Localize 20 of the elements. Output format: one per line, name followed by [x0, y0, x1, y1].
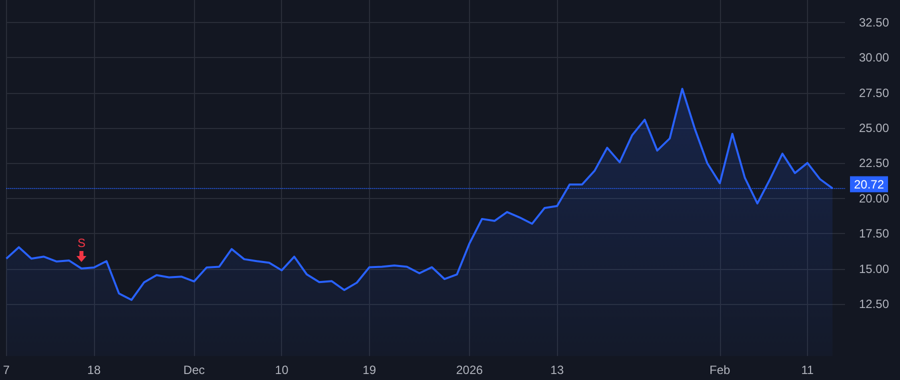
x-tick-label: Dec	[183, 363, 205, 377]
y-tick-label: 15.00	[859, 262, 890, 276]
y-tick-label: 25.00	[859, 121, 890, 136]
x-tick-label: 7	[2, 363, 10, 377]
y-tick-label: 27.50	[859, 86, 890, 100]
y-tick-label: 17.50	[859, 226, 890, 241]
y-tick-label: 32.50	[859, 16, 890, 30]
x-tick-label: 19	[362, 363, 376, 377]
y-tick-label: 20.00	[859, 191, 890, 206]
x-tick-label: 18	[87, 363, 101, 377]
x-tick-label: 11	[801, 363, 814, 377]
x-tick-label: 10	[275, 363, 289, 377]
x-tick-label: 13	[550, 363, 564, 377]
y-tick-label: 30.00	[859, 50, 890, 65]
annotation: S	[77, 236, 86, 250]
ref-line-label: 20.72	[854, 177, 884, 192]
y-tick-label: 22.50	[859, 156, 890, 170]
y-tick-label: 12.50	[859, 296, 890, 311]
x-tick-label: 2026	[456, 363, 484, 377]
x-tick-label: Feb	[709, 363, 730, 377]
